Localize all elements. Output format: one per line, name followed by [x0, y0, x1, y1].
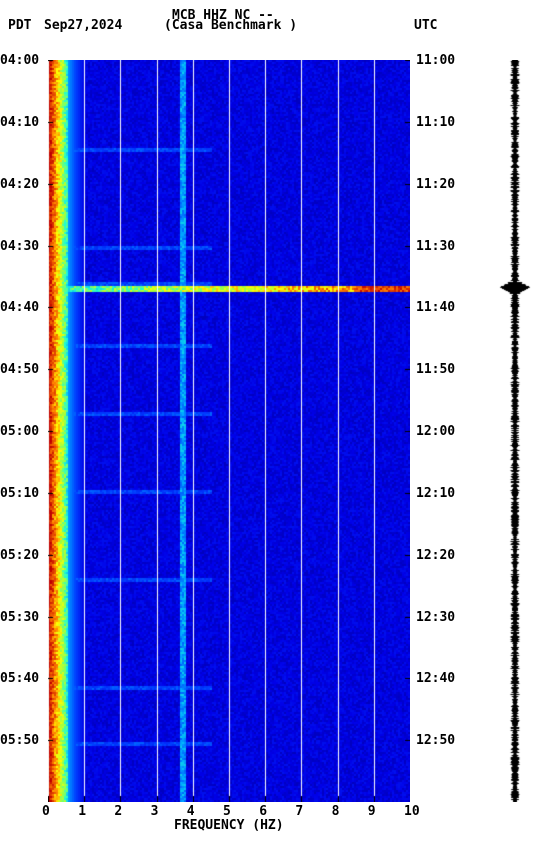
ytick-right: 12:20 — [416, 548, 455, 563]
figure-root: PDT Sep27,2024 MCB HHZ NC -- (Casa Bench… — [0, 0, 552, 864]
ytick-left: 05:30 — [0, 610, 39, 625]
ytick-right: 12:00 — [416, 424, 455, 439]
ytick-left: 04:00 — [0, 53, 39, 68]
xtick: 6 — [259, 804, 267, 819]
ytick-left: 04:20 — [0, 177, 39, 192]
ytick-left: 04:30 — [0, 239, 39, 254]
x-axis-label: FREQUENCY (HZ) — [174, 818, 284, 833]
date-label: Sep27,2024 — [44, 18, 122, 33]
station-desc-label: (Casa Benchmark ) — [164, 18, 297, 33]
ytick-left: 04:40 — [0, 300, 39, 315]
xtick: 10 — [404, 804, 420, 819]
ytick-right: 11:30 — [416, 239, 455, 254]
xtick: 2 — [114, 804, 122, 819]
ytick-left: 05:40 — [0, 671, 39, 686]
ytick-left: 04:50 — [0, 362, 39, 377]
xtick: 8 — [332, 804, 340, 819]
xtick: 1 — [78, 804, 86, 819]
ytick-right: 11:00 — [416, 53, 455, 68]
ytick-right: 12:50 — [416, 733, 455, 748]
ytick-left: 05:50 — [0, 733, 39, 748]
ytick-left: 05:20 — [0, 548, 39, 563]
xtick: 3 — [151, 804, 159, 819]
ytick-left: 05:10 — [0, 486, 39, 501]
ytick-right: 12:40 — [416, 671, 455, 686]
xtick: 5 — [223, 804, 231, 819]
ytick-right: 11:50 — [416, 362, 455, 377]
right-tz-label: UTC — [414, 18, 437, 33]
xtick: 7 — [295, 804, 303, 819]
xtick: 4 — [187, 804, 195, 819]
ytick-right: 11:40 — [416, 300, 455, 315]
ytick-right: 12:10 — [416, 486, 455, 501]
spectrogram-canvas — [48, 60, 410, 802]
ytick-right: 12:30 — [416, 610, 455, 625]
ytick-right: 11:10 — [416, 115, 455, 130]
ytick-left: 04:10 — [0, 115, 39, 130]
ytick-left: 05:00 — [0, 424, 39, 439]
seismogram-canvas — [490, 60, 540, 802]
left-tz-label: PDT — [8, 18, 31, 33]
xtick: 9 — [368, 804, 376, 819]
ytick-right: 11:20 — [416, 177, 455, 192]
xtick: 0 — [42, 804, 50, 819]
